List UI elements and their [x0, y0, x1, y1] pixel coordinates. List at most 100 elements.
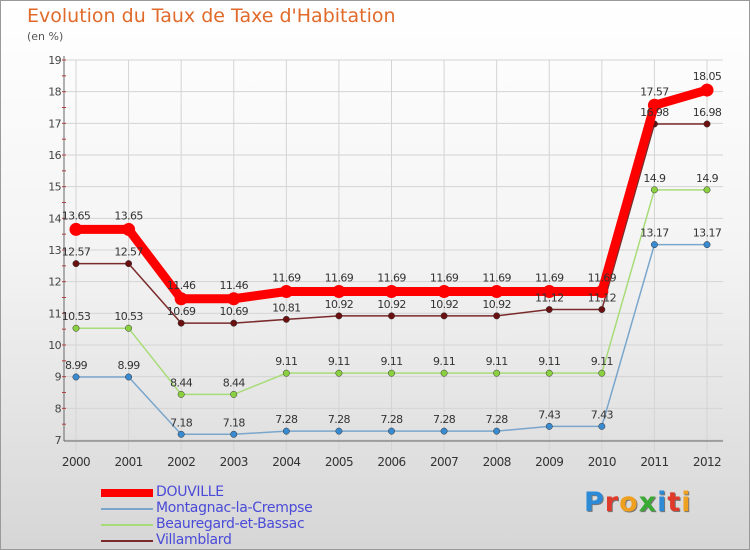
data-point-beauregard-et-bassac: [440, 369, 448, 377]
x-tick-label: 2000: [62, 455, 90, 469]
data-point-montagnac-la-crempse: [335, 427, 343, 435]
data-label-beauregard-et-bassac: 9.11: [486, 355, 508, 368]
x-tick-label: 2005: [325, 455, 353, 469]
data-point-douville: [437, 284, 451, 298]
y-tick-label: 19: [48, 54, 61, 67]
data-point-villamblard: [493, 312, 501, 320]
y-tick-label: 11: [48, 307, 61, 320]
data-label-douville: 11.69: [272, 271, 301, 284]
data-point-beauregard-et-bassac: [598, 369, 606, 377]
data-label-beauregard-et-bassac: 9.11: [538, 355, 560, 368]
data-point-montagnac-la-crempse: [282, 427, 290, 435]
unit-label: (en %): [27, 30, 64, 43]
data-point-villamblard: [440, 312, 448, 320]
data-point-beauregard-et-bassac: [493, 369, 501, 377]
data-point-villamblard: [125, 260, 133, 268]
y-tick-label: 13: [48, 244, 61, 257]
data-label-beauregard-et-bassac: 9.11: [591, 355, 613, 368]
y-tick-label: 10: [48, 339, 61, 352]
data-label-villamblard: 16.98: [640, 106, 669, 119]
legend-label: DOUVILLE: [156, 484, 224, 500]
data-label-douville: 11.69: [377, 271, 406, 284]
data-label-douville: 11.69: [430, 271, 459, 284]
data-label-douville: 18.05: [693, 70, 722, 83]
data-point-beauregard-et-bassac: [282, 369, 290, 377]
legend-swatch: [101, 489, 153, 497]
data-point-douville: [122, 222, 136, 236]
x-tick-label: 2012: [693, 455, 721, 469]
data-point-villamblard: [598, 306, 606, 313]
proxiti-logo: Proxiti: [584, 487, 692, 518]
data-point-douville: [279, 284, 293, 298]
legend-swatch: [101, 524, 153, 526]
x-tick-label: 2010: [588, 455, 616, 469]
data-point-douville: [227, 292, 241, 306]
data-label-beauregard-et-bassac: 14.9: [643, 172, 666, 185]
data-label-montagnac-la-crempse: 7.28: [486, 413, 509, 426]
data-label-beauregard-et-bassac: 9.11: [433, 355, 455, 368]
data-label-douville: 11.69: [588, 271, 617, 284]
data-label-beauregard-et-bassac: 14.9: [696, 172, 719, 185]
x-tick-label: 2004: [272, 455, 300, 469]
data-point-villamblard: [545, 306, 553, 313]
data-label-douville: 17.57: [640, 85, 669, 98]
data-point-douville: [174, 292, 188, 306]
data-point-douville: [490, 284, 504, 298]
data-label-montagnac-la-crempse: 13.17: [693, 227, 722, 240]
data-label-montagnac-la-crempse: 13.17: [640, 227, 669, 240]
data-label-villamblard: 11.12: [588, 292, 617, 305]
data-point-villamblard: [703, 120, 711, 128]
data-point-villamblard: [388, 312, 395, 320]
data-label-villamblard: 12.57: [114, 246, 143, 259]
data-point-douville: [647, 98, 661, 112]
data-point-montagnac-la-crempse: [598, 422, 606, 430]
y-tick-label: 7: [55, 434, 62, 447]
data-point-beauregard-et-bassac: [125, 324, 133, 332]
data-label-douville: 11.46: [167, 279, 196, 292]
data-label-montagnac-la-crempse: 7.43: [591, 408, 614, 421]
chart-title: Evolution du Taux de Taxe d'Habitation: [27, 5, 396, 27]
data-label-villamblard: 10.92: [482, 298, 511, 311]
data-point-beauregard-et-bassac: [177, 390, 185, 398]
data-point-douville: [542, 284, 556, 298]
y-tick-label: 12: [48, 276, 61, 289]
data-label-montagnac-la-crempse: 7.43: [538, 408, 561, 421]
data-label-villamblard: 16.98: [693, 106, 722, 119]
data-label-beauregard-et-bassac: 10.53: [114, 310, 143, 323]
data-label-douville: 11.69: [325, 271, 354, 284]
data-point-douville: [595, 284, 609, 298]
data-label-montagnac-la-crempse: 7.28: [275, 413, 298, 426]
data-point-montagnac-la-crempse: [703, 241, 711, 249]
data-point-beauregard-et-bassac: [650, 186, 658, 194]
data-point-beauregard-et-bassac: [72, 324, 80, 332]
data-label-beauregard-et-bassac: 10.53: [62, 310, 91, 323]
y-tick-label: 17: [48, 117, 61, 130]
data-label-villamblard: 10.92: [377, 298, 406, 311]
x-tick-label: 2006: [377, 455, 405, 469]
y-tick-label: 15: [48, 181, 61, 194]
y-tick-label: 16: [48, 149, 61, 162]
data-point-beauregard-et-bassac: [230, 390, 238, 398]
data-label-montagnac-la-crempse: 7.18: [170, 416, 193, 429]
data-point-beauregard-et-bassac: [703, 186, 711, 194]
data-point-douville: [69, 222, 83, 236]
data-point-montagnac-la-crempse: [72, 373, 80, 381]
data-point-montagnac-la-crempse: [230, 430, 238, 438]
data-point-villamblard: [230, 319, 238, 327]
y-tick-label: 18: [48, 86, 61, 99]
data-label-douville: 11.46: [220, 279, 249, 292]
data-point-villamblard: [177, 319, 185, 327]
data-label-beauregard-et-bassac: 9.11: [380, 355, 402, 368]
data-point-beauregard-et-bassac: [545, 369, 553, 377]
data-point-montagnac-la-crempse: [177, 430, 185, 438]
x-tick-label: 2011: [640, 455, 668, 469]
data-label-villamblard: 10.92: [325, 298, 354, 311]
data-label-montagnac-la-crempse: 7.28: [433, 413, 456, 426]
data-label-douville: 13.65: [114, 209, 143, 222]
data-point-montagnac-la-crempse: [650, 241, 658, 249]
y-tick-label: 8: [55, 402, 62, 415]
data-label-villamblard: 10.69: [220, 305, 249, 318]
data-point-montagnac-la-crempse: [388, 427, 395, 435]
